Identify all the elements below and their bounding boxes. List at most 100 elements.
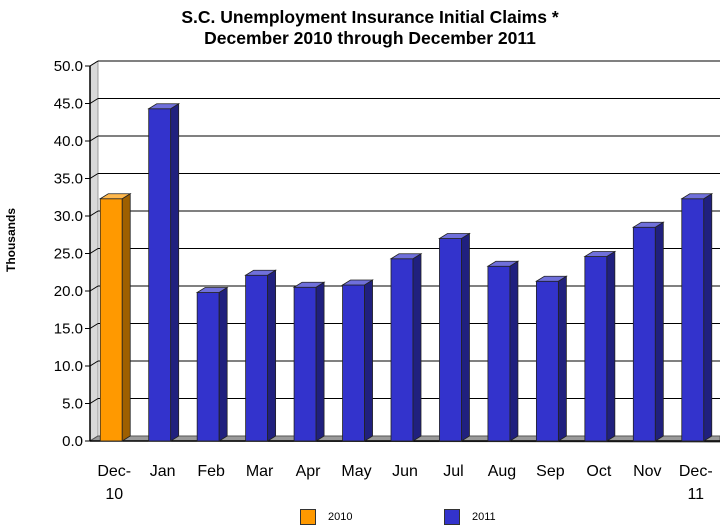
label-layer: 0.0 5.0 10.0 15.0 20.0 25.0 30.0 35.0 40.0 45.0 50… xyxy=(54,58,713,503)
x-tick-label: Apr xyxy=(296,463,322,480)
gridline-diagonal xyxy=(89,173,99,179)
bar-side xyxy=(412,253,422,442)
bar-side xyxy=(315,281,325,442)
bar-front xyxy=(245,274,269,442)
legend-swatch-2011 xyxy=(444,509,460,525)
bar-side xyxy=(557,275,567,442)
bar-2011-12 xyxy=(680,193,714,442)
y-tick-label: 50.0 xyxy=(54,58,83,75)
gridline-diagonal xyxy=(89,360,99,367)
bar-front xyxy=(293,286,317,442)
y-tick-label: 10.0 xyxy=(54,358,83,375)
bar-top xyxy=(680,193,714,200)
bar-2011-1 xyxy=(147,103,181,442)
bar-side xyxy=(218,286,228,442)
x-tick-label: May xyxy=(341,463,371,480)
y-tick-label: 35.0 xyxy=(54,171,83,188)
bar-front xyxy=(681,198,705,442)
x-tick-label: Nov xyxy=(633,463,661,480)
x-tick-label: Jun xyxy=(392,463,418,480)
bar-top xyxy=(438,233,471,239)
gridline-diagonal xyxy=(89,248,99,254)
bar-side xyxy=(121,193,131,442)
gridline-diagonal xyxy=(89,60,99,67)
bar-front xyxy=(148,108,172,442)
bar-top xyxy=(389,253,423,260)
bar-front xyxy=(342,284,365,442)
bar-top xyxy=(98,193,132,200)
chart-title: S.C. Unemployment Insurance Initial Clai… xyxy=(120,7,620,49)
bar-front xyxy=(196,292,220,442)
bar-front xyxy=(632,226,656,442)
bar-side xyxy=(267,269,277,442)
bar-side xyxy=(461,232,470,442)
y-tick-label: 20.0 xyxy=(54,283,83,300)
bar-2011-6 xyxy=(389,253,423,442)
bar-front xyxy=(535,280,559,442)
bar-top xyxy=(244,269,278,276)
bar-2011-3 xyxy=(244,269,278,442)
bar-side xyxy=(606,250,616,442)
gridline-diagonal xyxy=(89,323,99,329)
gridline-diagonal xyxy=(89,398,99,404)
y-tick-label: 40.0 xyxy=(54,133,83,150)
bar-top xyxy=(341,279,374,286)
gridline-diagonal xyxy=(89,285,99,292)
legend-item-2011: 2011 xyxy=(444,507,496,527)
x-tick-label: Dec- xyxy=(679,463,713,480)
bar-2011-8 xyxy=(486,260,520,442)
y-tick-label: 0.0 xyxy=(62,433,83,450)
y-tick-label: 25.0 xyxy=(54,246,83,263)
x-tick-label: Dec- xyxy=(97,463,131,480)
bar-2011-4 xyxy=(292,281,326,442)
bar-top xyxy=(195,287,229,293)
bar-top xyxy=(486,260,520,267)
bar-2011-5 xyxy=(341,279,374,442)
bar-front xyxy=(584,256,608,442)
bar-side xyxy=(509,260,519,442)
gridline-diagonal xyxy=(89,98,99,104)
y-tick-label: 5.0 xyxy=(62,396,83,413)
bar-front xyxy=(487,265,511,442)
bar-side xyxy=(654,221,664,442)
bar-top xyxy=(534,275,568,282)
bar-front xyxy=(439,238,462,442)
bar-2011-7 xyxy=(438,232,471,442)
legend-label-2010: 2010 xyxy=(328,511,353,523)
x-tick-label: Jan xyxy=(150,463,176,480)
legend-swatch-2010 xyxy=(300,509,316,525)
bar-2011-11 xyxy=(631,221,665,442)
bar-2011-10 xyxy=(583,250,617,442)
x-tick-label: Aug xyxy=(488,463,516,480)
bar-top xyxy=(631,221,665,228)
chart-title-line-1: S.C. Unemployment Insurance Initial Clai… xyxy=(181,7,559,27)
bar-2011-9 xyxy=(534,275,568,442)
legend-label-2011: 2011 xyxy=(472,511,496,523)
bar-2010-0 xyxy=(98,193,132,442)
chart-subtitle: December 2010 through December 2011 xyxy=(204,28,536,48)
gridline-diagonal xyxy=(89,210,99,217)
bar-front xyxy=(99,198,123,442)
bar-side xyxy=(364,279,373,442)
x-tick-label: Jul xyxy=(443,463,463,480)
x-tick-label: Mar xyxy=(246,463,274,480)
bar-2011-2 xyxy=(195,286,229,442)
bar-top xyxy=(147,103,181,110)
bar-front xyxy=(390,258,414,442)
bar-top xyxy=(583,251,617,257)
y-tick-label: 30.0 xyxy=(54,208,83,225)
y-tick-label: 45.0 xyxy=(54,96,83,113)
legend-item-2010: 2010 xyxy=(300,507,352,527)
x-tick-label: Oct xyxy=(586,463,611,480)
x-tick-label: 11 xyxy=(687,486,704,503)
x-tick-label: Sep xyxy=(536,463,565,480)
x-tick-label: Feb xyxy=(197,463,225,480)
bar-top xyxy=(292,281,326,288)
bar-layer xyxy=(98,103,714,442)
gridline-diagonal xyxy=(89,135,99,142)
x-tick-label: 10 xyxy=(105,486,123,503)
y-tick-label: 15.0 xyxy=(54,321,83,338)
bar-side xyxy=(170,103,180,442)
bar-side xyxy=(703,193,713,442)
